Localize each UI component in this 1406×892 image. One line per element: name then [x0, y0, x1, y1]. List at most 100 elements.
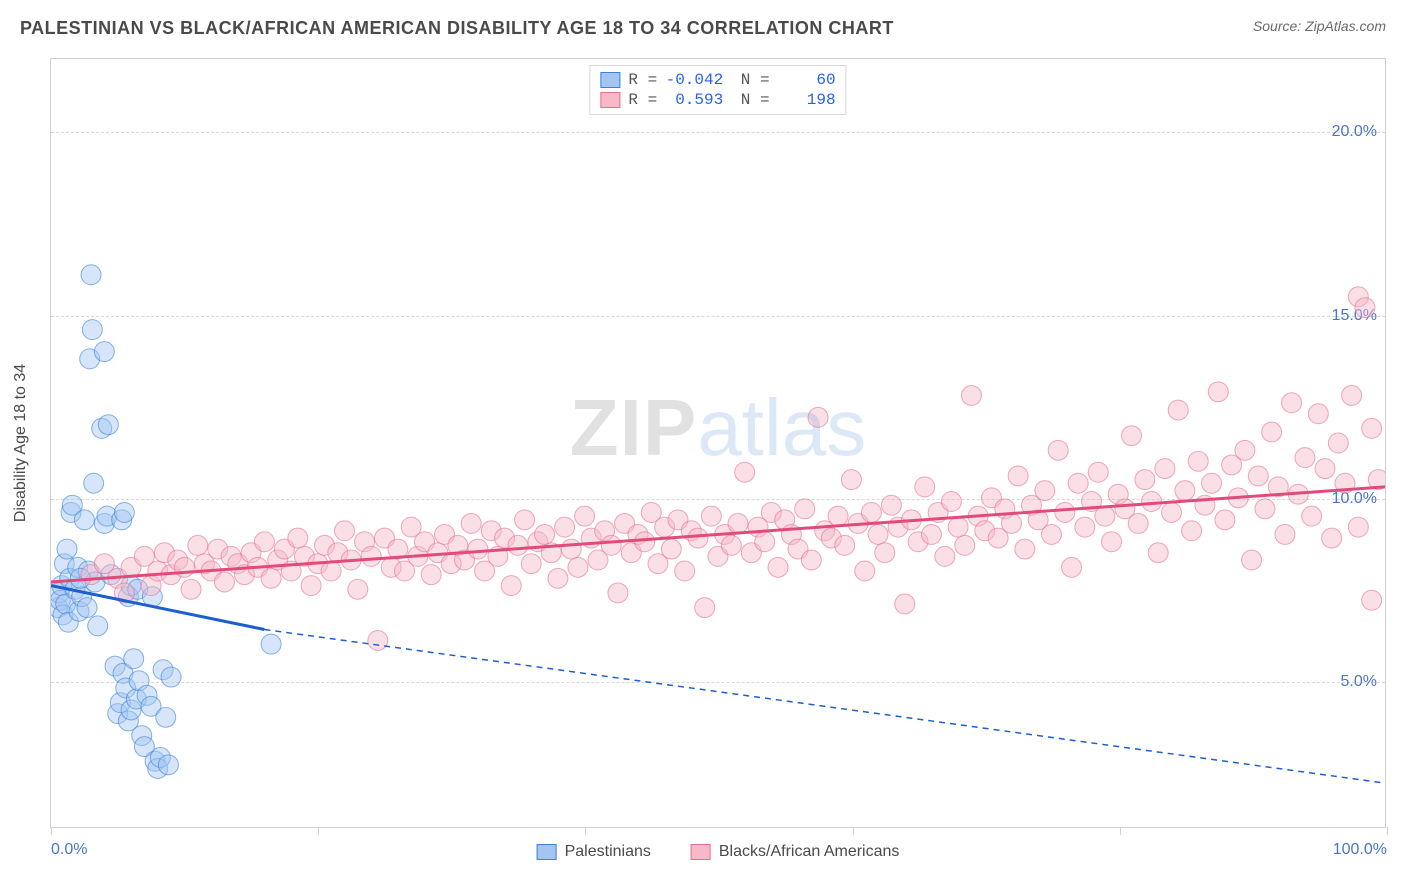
data-point	[795, 499, 815, 519]
data-point	[1282, 393, 1302, 413]
n-label: N =	[731, 91, 769, 109]
data-point	[1315, 459, 1335, 479]
data-point	[261, 568, 281, 588]
data-point	[915, 477, 935, 497]
trendline-extrapolated	[264, 630, 1385, 784]
data-point	[935, 546, 955, 566]
n-label: N =	[731, 71, 769, 89]
data-point	[114, 503, 134, 523]
data-point	[548, 568, 568, 588]
data-point	[701, 506, 721, 526]
data-point	[515, 510, 535, 530]
data-point	[1035, 481, 1055, 501]
legend-item-blacks: Blacks/African Americans	[691, 843, 900, 861]
swatch-icon	[691, 844, 711, 860]
x-tick	[51, 827, 52, 835]
data-point	[1102, 532, 1122, 552]
data-point	[1008, 466, 1028, 486]
data-point	[84, 473, 104, 493]
data-point	[334, 521, 354, 541]
data-point	[801, 550, 821, 570]
data-point	[461, 513, 481, 533]
data-point	[82, 320, 102, 340]
source-label: Source: ZipAtlas.com	[1253, 18, 1386, 34]
data-point	[1255, 499, 1275, 519]
data-point	[721, 535, 741, 555]
data-point	[1068, 473, 1088, 493]
data-point	[368, 631, 388, 651]
data-point	[1182, 521, 1202, 541]
data-point	[81, 265, 101, 285]
y-axis-title: Disability Age 18 to 34	[12, 364, 30, 522]
data-point	[468, 539, 488, 559]
data-point	[555, 517, 575, 537]
chart-plot-area: Disability Age 18 to 34 5.0%10.0%15.0%20…	[50, 58, 1386, 828]
data-point	[1215, 510, 1235, 530]
data-point	[948, 517, 968, 537]
r-value: 0.593	[665, 91, 723, 109]
data-point	[561, 539, 581, 559]
data-point	[1362, 590, 1382, 610]
r-label: R =	[628, 71, 657, 89]
data-point	[188, 535, 208, 555]
data-point	[158, 755, 178, 775]
data-point	[1295, 448, 1315, 468]
x-tick	[1120, 827, 1121, 835]
data-point	[875, 543, 895, 563]
data-point	[261, 634, 281, 654]
data-point	[1275, 524, 1295, 544]
data-point	[1162, 503, 1182, 523]
data-point	[961, 385, 981, 405]
legend-label: Palestinians	[565, 843, 651, 861]
data-point	[1095, 506, 1115, 526]
data-point	[675, 561, 695, 581]
data-point	[1342, 385, 1362, 405]
data-point	[1148, 543, 1168, 563]
data-point	[321, 561, 341, 581]
data-point	[575, 506, 595, 526]
swatch-icon	[600, 92, 620, 108]
data-point	[868, 524, 888, 544]
data-point	[661, 539, 681, 559]
data-point	[1042, 524, 1062, 544]
data-point	[301, 576, 321, 596]
data-point	[601, 535, 621, 555]
data-point	[361, 546, 381, 566]
x-tick-label: 0.0%	[51, 841, 87, 859]
data-point	[1168, 400, 1188, 420]
legend-item-palestinians: Palestinians	[537, 843, 651, 861]
data-point	[288, 528, 308, 548]
data-point	[1322, 528, 1342, 548]
data-point	[1015, 539, 1035, 559]
data-point	[521, 554, 541, 574]
data-point	[1262, 422, 1282, 442]
data-point	[881, 495, 901, 515]
data-point	[1075, 517, 1095, 537]
data-point	[855, 561, 875, 581]
x-tick	[585, 827, 586, 835]
data-point	[921, 524, 941, 544]
data-point	[841, 470, 861, 490]
data-point	[1355, 298, 1375, 318]
data-point	[74, 510, 94, 530]
data-point	[808, 407, 828, 427]
data-point	[1055, 503, 1075, 523]
data-point	[1348, 517, 1368, 537]
data-point	[508, 535, 528, 555]
data-point	[755, 532, 775, 552]
data-point	[941, 492, 961, 512]
data-point	[348, 579, 368, 599]
data-point	[1088, 462, 1108, 482]
data-point	[1135, 470, 1155, 490]
data-point	[1328, 433, 1348, 453]
data-point	[861, 503, 881, 523]
legend-label: Blacks/African Americans	[719, 843, 900, 861]
data-point	[1128, 513, 1148, 533]
data-point	[1048, 440, 1068, 460]
data-point	[695, 598, 715, 618]
data-point	[181, 579, 201, 599]
data-point	[835, 535, 855, 555]
legend-row-palestinians: R = -0.042 N = 60	[600, 70, 835, 90]
data-point	[88, 616, 108, 636]
x-tick	[853, 827, 854, 835]
